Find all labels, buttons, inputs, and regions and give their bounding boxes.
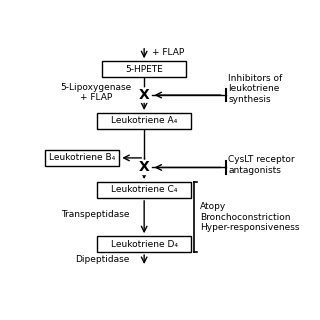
Text: Leukotriene A₄: Leukotriene A₄ bbox=[111, 116, 177, 125]
Bar bbox=[97, 236, 191, 252]
Text: Inhibitors of
leukotriene
synthesis: Inhibitors of leukotriene synthesis bbox=[228, 74, 283, 104]
Text: Atopy
Bronchoconstriction
Hyper-responsiveness: Atopy Bronchoconstriction Hyper-responsi… bbox=[200, 202, 300, 232]
Bar bbox=[97, 113, 191, 129]
Text: Leukotriene C₄: Leukotriene C₄ bbox=[111, 185, 177, 195]
Text: X: X bbox=[139, 88, 149, 102]
Text: 5-HPETE: 5-HPETE bbox=[125, 65, 163, 74]
Text: Leukotriene B₄: Leukotriene B₄ bbox=[49, 153, 115, 163]
Text: Leukotriene D₄: Leukotriene D₄ bbox=[111, 240, 178, 249]
Text: + FLAP: + FLAP bbox=[152, 48, 184, 57]
Bar bbox=[102, 61, 186, 77]
Text: 5-Lipoxygenase
+ FLAP: 5-Lipoxygenase + FLAP bbox=[60, 83, 132, 102]
Bar bbox=[97, 182, 191, 198]
Text: CysLT receptor
antagonists: CysLT receptor antagonists bbox=[228, 155, 295, 175]
Text: Dipeptidase: Dipeptidase bbox=[75, 255, 129, 264]
Bar bbox=[45, 150, 119, 166]
Text: Transpeptidase: Transpeptidase bbox=[61, 210, 129, 219]
Text: X: X bbox=[139, 160, 149, 174]
